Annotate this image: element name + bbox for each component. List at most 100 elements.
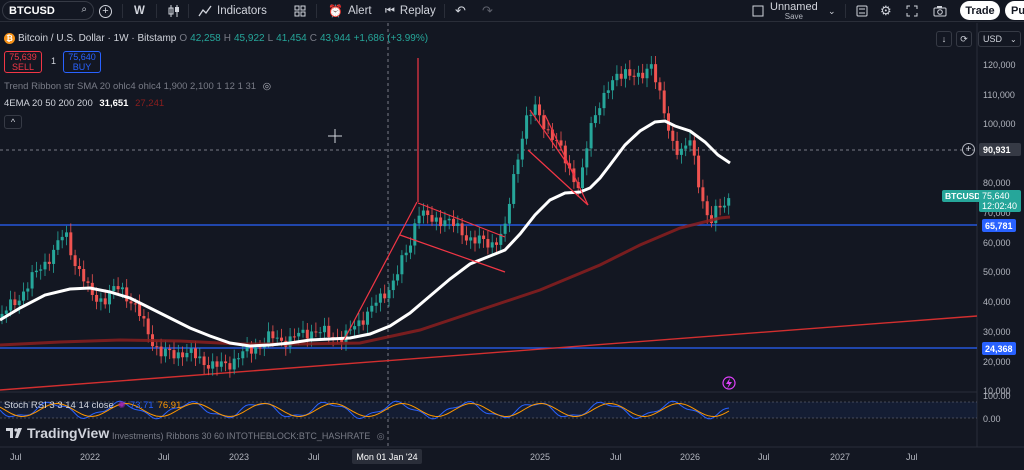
candle [417,215,421,224]
stoch-rsi-label: Stoch RSI 3 3 14 14 close [4,400,114,411]
candle [108,291,111,305]
time-axis-label: Jul [158,452,170,462]
candle [675,140,679,155]
candle [722,205,726,208]
chart-legend[interactable]: ₿ Bitcoin / U.S. Dollar · 1W · Bitstamp … [4,33,428,44]
candle [159,346,163,357]
chevron-down-icon[interactable]: ⌄ [828,5,836,16]
legend-collapse-button[interactable]: ^ [4,115,22,129]
candle [581,167,584,188]
candle [224,361,228,364]
candle [697,155,701,188]
candle [163,348,167,357]
undo-icon[interactable]: ↶ [455,3,466,18]
candle [348,329,352,331]
candle [26,288,30,292]
close-value: 43,944 [319,33,351,44]
candle [701,187,705,202]
long-term-trendline[interactable] [0,315,978,391]
calculator-icon[interactable] [856,0,868,22]
replay-button[interactable]: ⏮ Replay [385,0,436,22]
layout-name-button[interactable]: Unnamed Save [770,1,818,21]
indicators-button[interactable]: Indicators [198,0,267,22]
fullscreen-icon[interactable] [906,0,918,22]
lightning-icon[interactable] [722,376,736,390]
refresh-icon[interactable]: ⟳ [956,31,972,47]
candle [400,255,404,275]
stoch-rsi-legend[interactable]: Stoch RSI 3 3 14 14 close ✺ 73.71 76.91 [4,400,181,411]
candle [318,332,322,334]
interval-button[interactable]: W [134,5,145,17]
candle [439,217,443,227]
candle [95,294,99,302]
candle [267,331,271,344]
candles-icon[interactable] [168,0,180,22]
candle [0,313,4,318]
candle [718,205,722,208]
candle [611,80,615,91]
candle [43,261,47,270]
layout-icon[interactable] [752,0,764,22]
price-axis-label: 20,000 [983,357,1011,367]
indicators-icon [198,5,212,17]
price-axis-label: 60,000 [983,238,1011,248]
indicators-label: Indicators [217,5,267,17]
candle [473,237,477,244]
candle [280,337,283,341]
candle [443,220,447,227]
camera-icon[interactable] [933,0,947,22]
layouts-icon[interactable] [294,0,306,22]
indicator-trend-ribbon[interactable]: Trend Ribbon str SMA 20 ohlc4 ohlc4 1,90… [4,81,271,92]
candle [469,237,473,241]
trade-button[interactable]: Trade [960,1,1000,20]
candle [542,115,546,130]
candle [727,198,731,206]
candle [585,148,589,168]
price-axis-label: 50,000 [983,267,1011,277]
low-value: 41,454 [276,33,307,44]
flag-pattern-drawing[interactable] [343,58,589,341]
candle [705,201,709,216]
candle [353,326,357,330]
candle [125,287,129,302]
sell-button[interactable]: 75,639 SELL [4,51,42,73]
candle [116,286,120,290]
candle [486,239,490,248]
symbol-search[interactable]: BTCUSD ⌕ [2,1,94,20]
quantity-value[interactable]: 1 [51,56,57,66]
candle [598,108,602,116]
candle [77,266,81,270]
eye-hidden-icon[interactable]: ◎ [376,431,385,441]
add-alert-plus-icon[interactable]: + [962,143,975,156]
sell-label: SELL [11,62,35,72]
loading-icon: ✺ [117,400,126,411]
price-chart[interactable] [0,23,1024,470]
candle [168,348,172,351]
high-value: 45,922 [233,33,265,44]
indicator-4ema[interactable]: 4EMA 20 50 200 200 31,651 27,241 [4,98,164,109]
time-axis-label: 2027 [830,452,851,462]
candle [39,269,43,271]
buy-button[interactable]: 75,640 BUY [63,51,101,73]
candle [237,358,240,360]
compare-button[interactable]: + [99,0,112,22]
redo-icon[interactable]: ↷ [482,3,493,18]
trend-ribbon-line [0,119,731,348]
hashrate-ribbons-legend[interactable]: Investments) Ribbons 30 60 INTOTHEBLOCK:… [112,431,385,442]
candle [245,345,249,352]
candle [327,325,331,338]
candle [606,90,610,93]
publish-button[interactable]: Pu [1005,1,1024,20]
gear-icon[interactable]: ⚙ [880,3,892,18]
eye-hidden-icon[interactable]: ◎ [262,81,272,92]
currency-select[interactable]: USD ⌄ [978,31,1021,47]
download-arrow-icon[interactable]: ↓ [936,31,952,47]
alert-button[interactable]: ⏰ Alert [328,0,372,22]
candle [17,300,21,306]
candle [310,331,314,339]
crosshair-price-tag: 90,931 [979,143,1021,156]
candle [82,269,86,282]
replay-label: Replay [399,5,436,17]
candle [202,356,206,366]
candle [215,361,219,367]
